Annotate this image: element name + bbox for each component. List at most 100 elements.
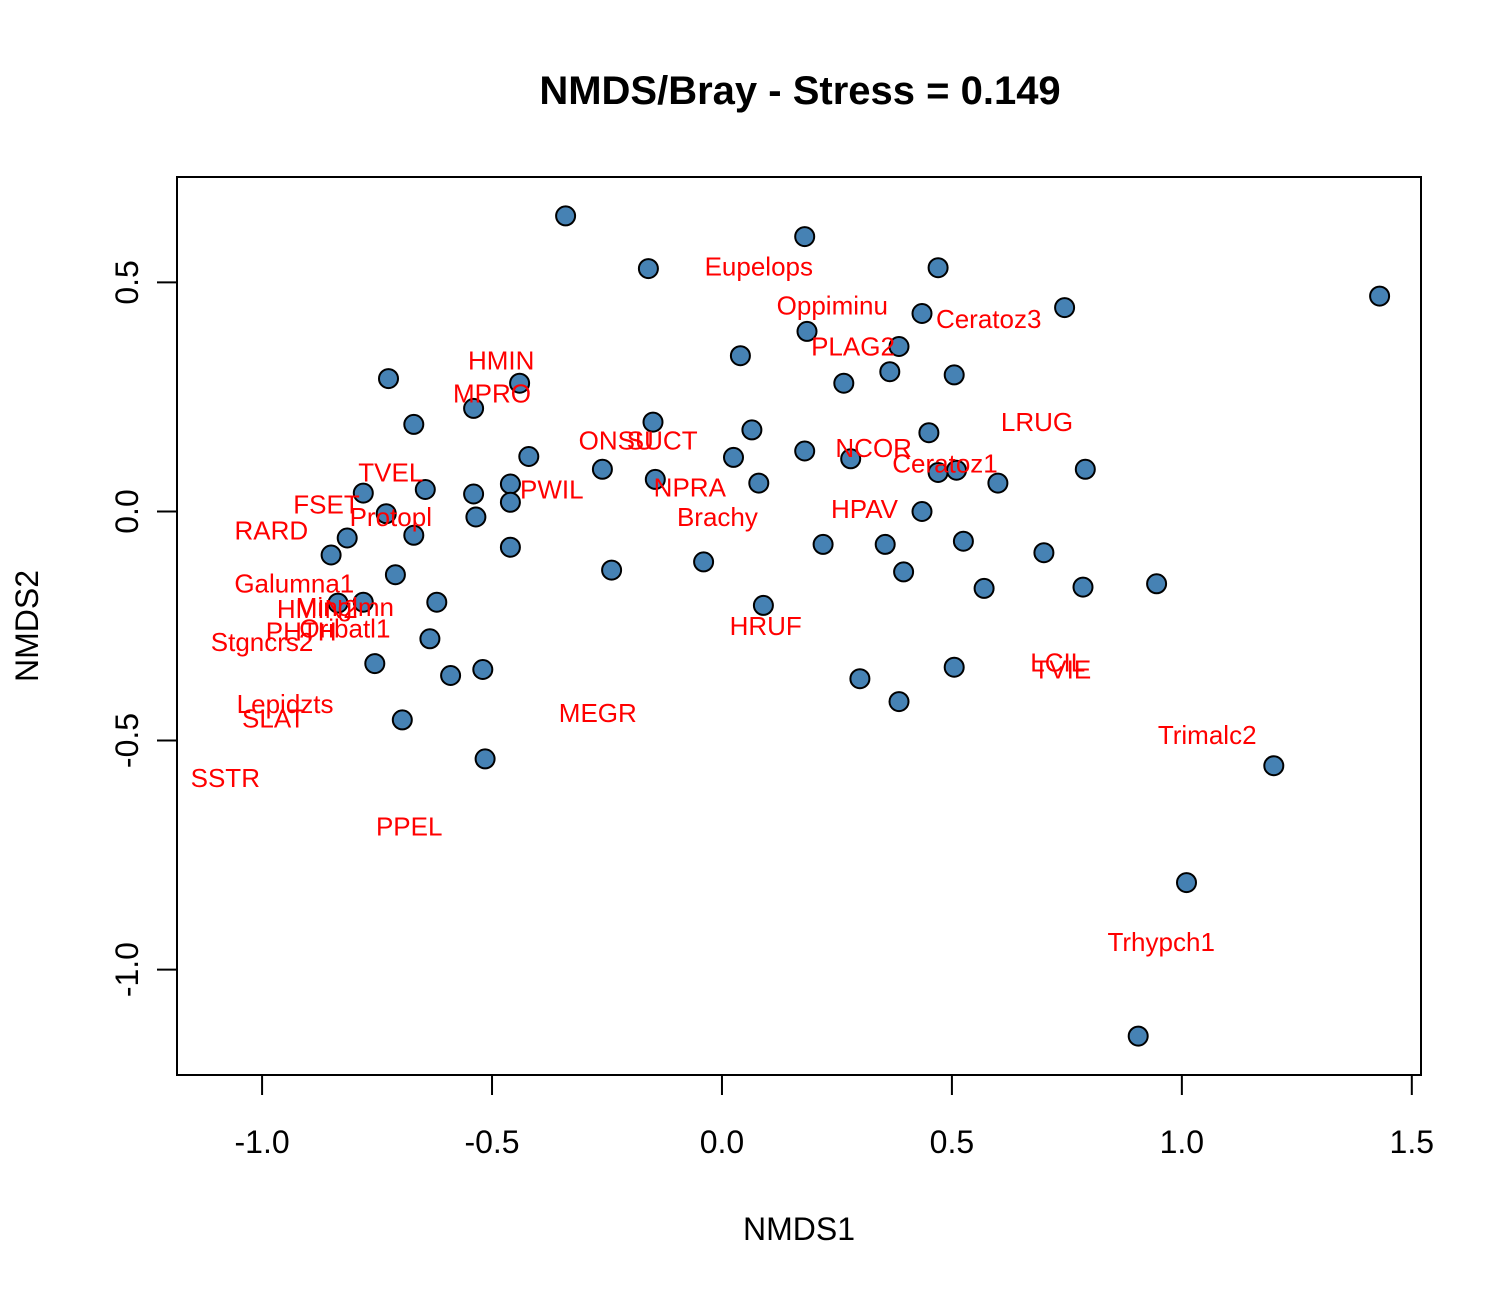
species-label: Oribatl1 xyxy=(299,613,390,643)
site-point xyxy=(952,530,974,552)
species-label: Stgncrs2 xyxy=(211,627,314,657)
site-point xyxy=(403,524,425,546)
species-label: MPRO xyxy=(453,378,531,408)
site-point xyxy=(499,491,521,513)
species-label: Brachy xyxy=(677,502,758,532)
site-point xyxy=(518,446,540,467)
species-label: PPEL xyxy=(376,812,443,842)
x-tick-label: -0.5 xyxy=(464,1124,519,1160)
species-label: HMIN xyxy=(468,345,534,375)
chart-title: NMDS/Bray - Stress = 0.149 xyxy=(539,69,1060,113)
site-point xyxy=(879,361,901,383)
species-label: ONSU xyxy=(579,425,654,455)
site-point xyxy=(352,482,374,504)
species-label: RARD xyxy=(234,516,308,546)
site-point xyxy=(1054,297,1076,319)
species-label: PHTH xyxy=(266,617,337,647)
site-point xyxy=(833,372,855,394)
species-label: Trhypch1 xyxy=(1107,927,1214,957)
site-point xyxy=(414,479,436,500)
y-tick-label: -1.0 xyxy=(109,942,145,997)
site-point xyxy=(463,483,485,505)
site-point xyxy=(403,413,425,435)
y-tick-label: 0.0 xyxy=(109,489,145,533)
species-label: NCOR xyxy=(835,433,912,463)
site-point xyxy=(591,458,613,480)
site-point xyxy=(918,422,940,444)
site-point xyxy=(752,594,774,616)
site-point xyxy=(1369,285,1391,307)
site-point xyxy=(375,503,397,525)
site-point xyxy=(352,591,374,613)
site-point xyxy=(364,653,386,675)
site-point xyxy=(391,709,413,731)
species-label: LRUG xyxy=(1001,407,1073,437)
site-point xyxy=(463,397,485,419)
site-point xyxy=(601,559,623,581)
species-label: PLAG2 xyxy=(811,332,895,362)
species-label: HMIN2 xyxy=(277,594,358,624)
site-point xyxy=(1074,458,1096,480)
site-point xyxy=(794,226,816,248)
site-point xyxy=(327,592,349,614)
site-point xyxy=(840,448,862,470)
species-label: LCIL xyxy=(1030,648,1085,678)
y-axis: -1.0 -0.5 0.0 0.5 xyxy=(109,260,178,997)
site-point xyxy=(440,665,462,686)
site-point xyxy=(987,472,1009,494)
site-point xyxy=(555,205,577,227)
y-tick-label: 0.5 xyxy=(109,260,145,304)
y-tick-label: -0.5 xyxy=(109,713,145,768)
site-point xyxy=(943,656,965,678)
site-point xyxy=(378,368,399,390)
site-point xyxy=(642,411,664,433)
site-point xyxy=(748,472,770,494)
species-label: SLAT xyxy=(242,704,305,734)
species-label: Minglmn xyxy=(296,592,394,622)
site-point xyxy=(499,473,521,495)
species-label: Galumna1 xyxy=(234,568,354,598)
site-point xyxy=(794,440,816,462)
species-label: Protopl xyxy=(350,502,432,532)
site-point xyxy=(637,258,659,280)
y-axis-label: NMDS2 xyxy=(9,570,45,682)
x-tick-label: 0.5 xyxy=(930,1124,974,1160)
x-axis: -1.0 -0.5 0.0 0.5 1.0 1.5 xyxy=(235,1074,1434,1160)
site-point xyxy=(1146,573,1168,595)
site-point xyxy=(729,345,751,367)
site-point xyxy=(1127,1025,1149,1047)
site-point xyxy=(320,544,342,566)
site-point xyxy=(1263,755,1285,777)
site-point xyxy=(812,533,834,555)
site-point xyxy=(499,536,521,558)
site-point xyxy=(509,372,531,394)
species-label: SSTR xyxy=(191,763,260,793)
site-point xyxy=(946,459,967,481)
site-point xyxy=(693,551,715,573)
site-point xyxy=(465,506,487,528)
x-tick-label: 1.0 xyxy=(1160,1124,1204,1160)
species-label: TVEL xyxy=(358,458,423,488)
x-axis-label: NMDS1 xyxy=(743,1211,855,1247)
species-label: Ceratoz1 xyxy=(892,448,998,478)
site-point xyxy=(874,533,896,555)
species-label: Trimalc2 xyxy=(1158,720,1257,750)
species-label: Oppiminu xyxy=(777,290,888,320)
site-point xyxy=(927,257,949,279)
site-point xyxy=(849,668,871,690)
site-point xyxy=(741,419,763,441)
site-point xyxy=(419,628,441,650)
site-point xyxy=(426,591,448,613)
site-point xyxy=(1033,542,1055,564)
species-label: Eupelops xyxy=(705,251,813,281)
site-point xyxy=(472,659,494,680)
site-points xyxy=(320,205,1391,1047)
species-label: HRUF xyxy=(730,611,802,641)
x-tick-label: -1.0 xyxy=(235,1124,290,1160)
site-point xyxy=(911,303,933,324)
site-point xyxy=(888,336,910,357)
species-label: HPAV xyxy=(831,494,899,524)
site-point xyxy=(1176,872,1197,894)
